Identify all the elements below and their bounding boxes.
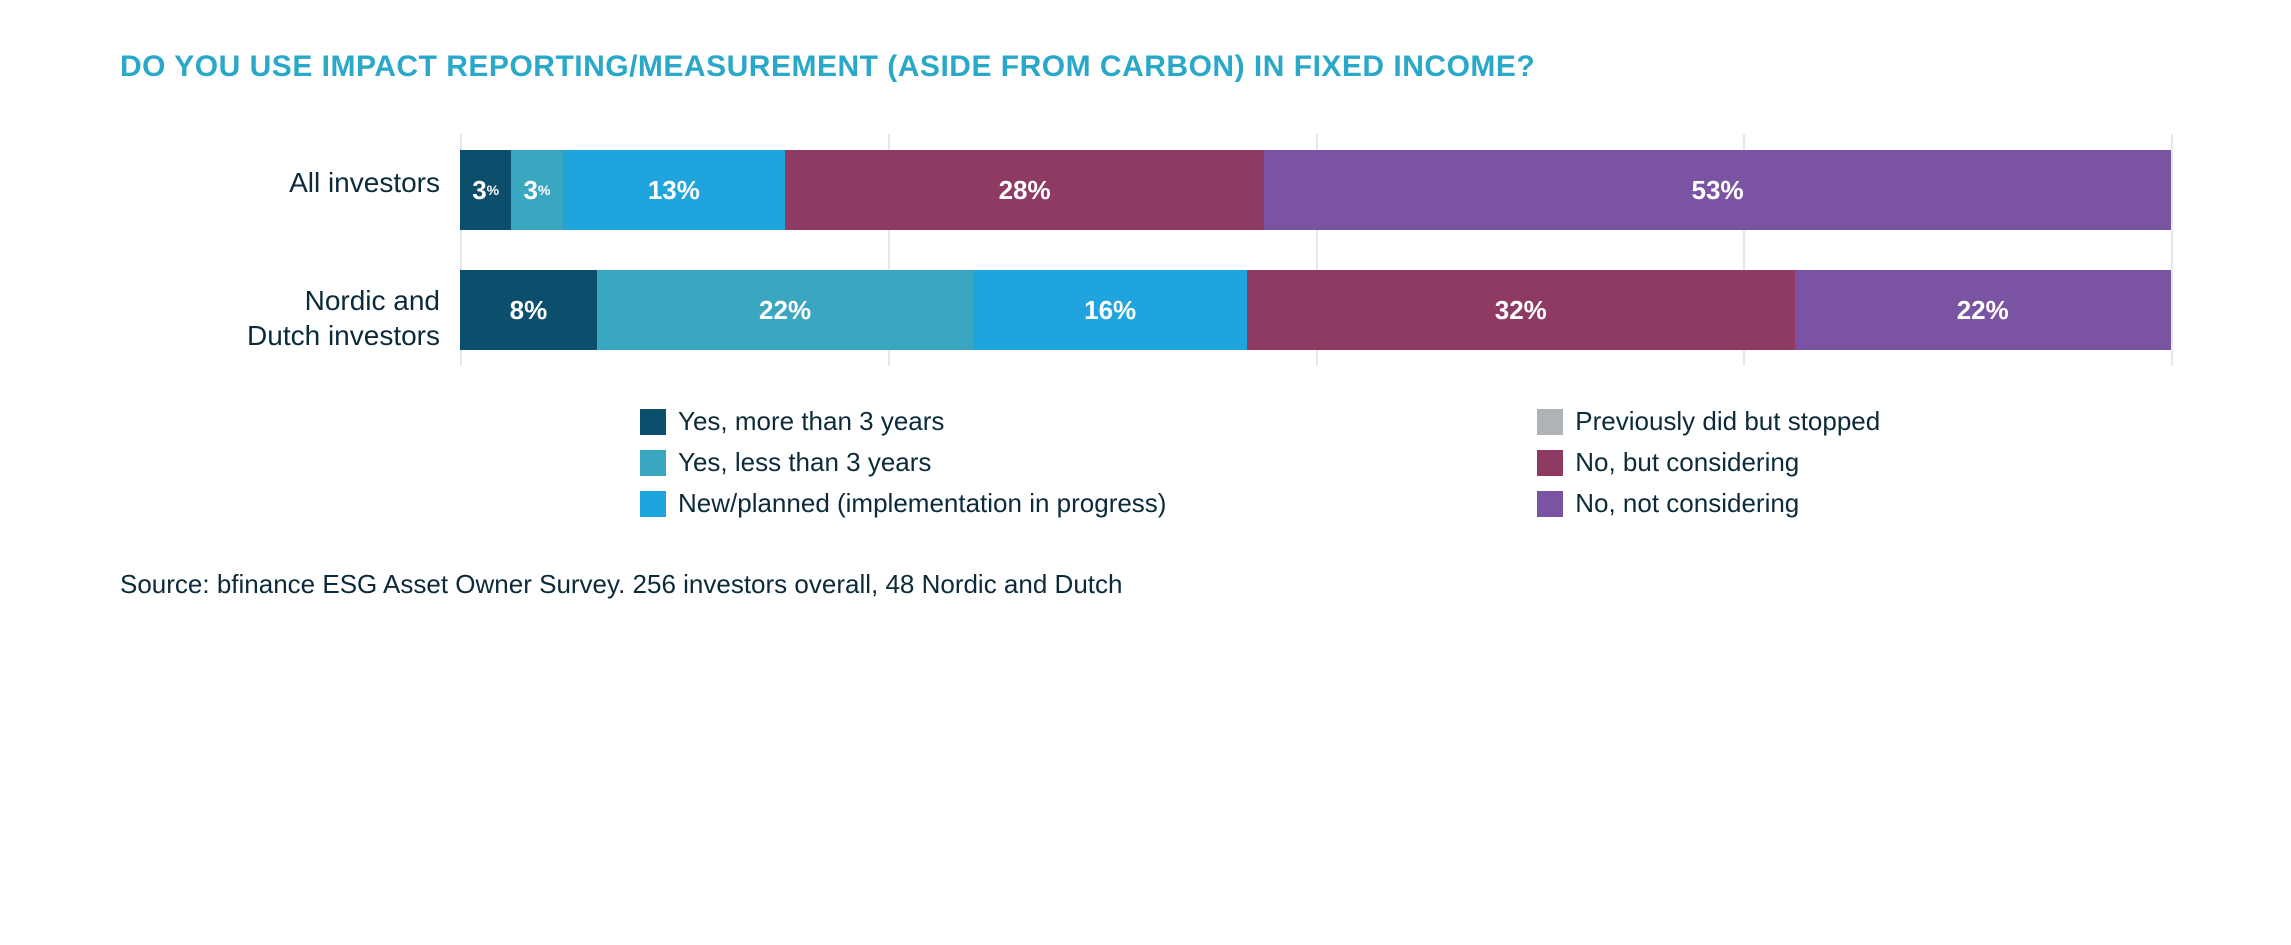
- bar-segment: 16%: [973, 270, 1247, 350]
- plot-area: 3%3%13%28%53%8%22%16%32%22%: [460, 134, 2171, 366]
- bar-segment: 3%: [511, 150, 562, 230]
- legend-label: New/planned (implementation in progress): [678, 488, 1166, 519]
- chart-area: All investors Nordic andDutch investors 3…: [120, 134, 2171, 366]
- legend-label: Yes, more than 3 years: [678, 406, 944, 437]
- category-label: All investors: [120, 142, 440, 222]
- legend-item: Yes, less than 3 years: [640, 447, 1457, 478]
- legend-swatch: [1537, 409, 1563, 435]
- legend-label: No, but considering: [1575, 447, 1799, 478]
- source-text: Source: bfinance ESG Asset Owner Survey.…: [120, 569, 2171, 600]
- y-axis-labels: All investors Nordic andDutch investors: [120, 134, 460, 366]
- legend-item: New/planned (implementation in progress): [640, 488, 1457, 519]
- bar-segment: 22%: [597, 270, 973, 350]
- legend-swatch: [1537, 491, 1563, 517]
- legend-label: Previously did but stopped: [1575, 406, 1880, 437]
- legend-item: No, not considering: [1537, 488, 2171, 519]
- bar-segment: 32%: [1247, 270, 1795, 350]
- chart-title: DO YOU USE IMPACT REPORTING/MEASUREMENT …: [120, 50, 2171, 84]
- legend-label: Yes, less than 3 years: [678, 447, 931, 478]
- bar-segment: 13%: [563, 150, 785, 230]
- legend-swatch: [1537, 450, 1563, 476]
- category-label: Nordic andDutch investors: [120, 278, 440, 358]
- bar-segment: 53%: [1264, 150, 2171, 230]
- gridline: [2171, 134, 2173, 366]
- legend-label: No, not considering: [1575, 488, 1799, 519]
- bar-segment: 8%: [460, 270, 597, 350]
- bars-container: 3%3%13%28%53%8%22%16%32%22%: [460, 150, 2171, 350]
- legend-item: Yes, more than 3 years: [640, 406, 1457, 437]
- legend-item: Previously did but stopped: [1537, 406, 2171, 437]
- bar-row: 3%3%13%28%53%: [460, 150, 2171, 230]
- bar-segment: 28%: [785, 150, 1264, 230]
- bar-segment: 3%: [460, 150, 511, 230]
- legend-swatch: [640, 491, 666, 517]
- bar-segment: 22%: [1795, 270, 2171, 350]
- legend-item: No, but considering: [1537, 447, 2171, 478]
- legend-swatch: [640, 409, 666, 435]
- legend-swatch: [640, 450, 666, 476]
- legend: Yes, more than 3 years Previously did but…: [640, 406, 2171, 519]
- bar-row: 8%22%16%32%22%: [460, 270, 2171, 350]
